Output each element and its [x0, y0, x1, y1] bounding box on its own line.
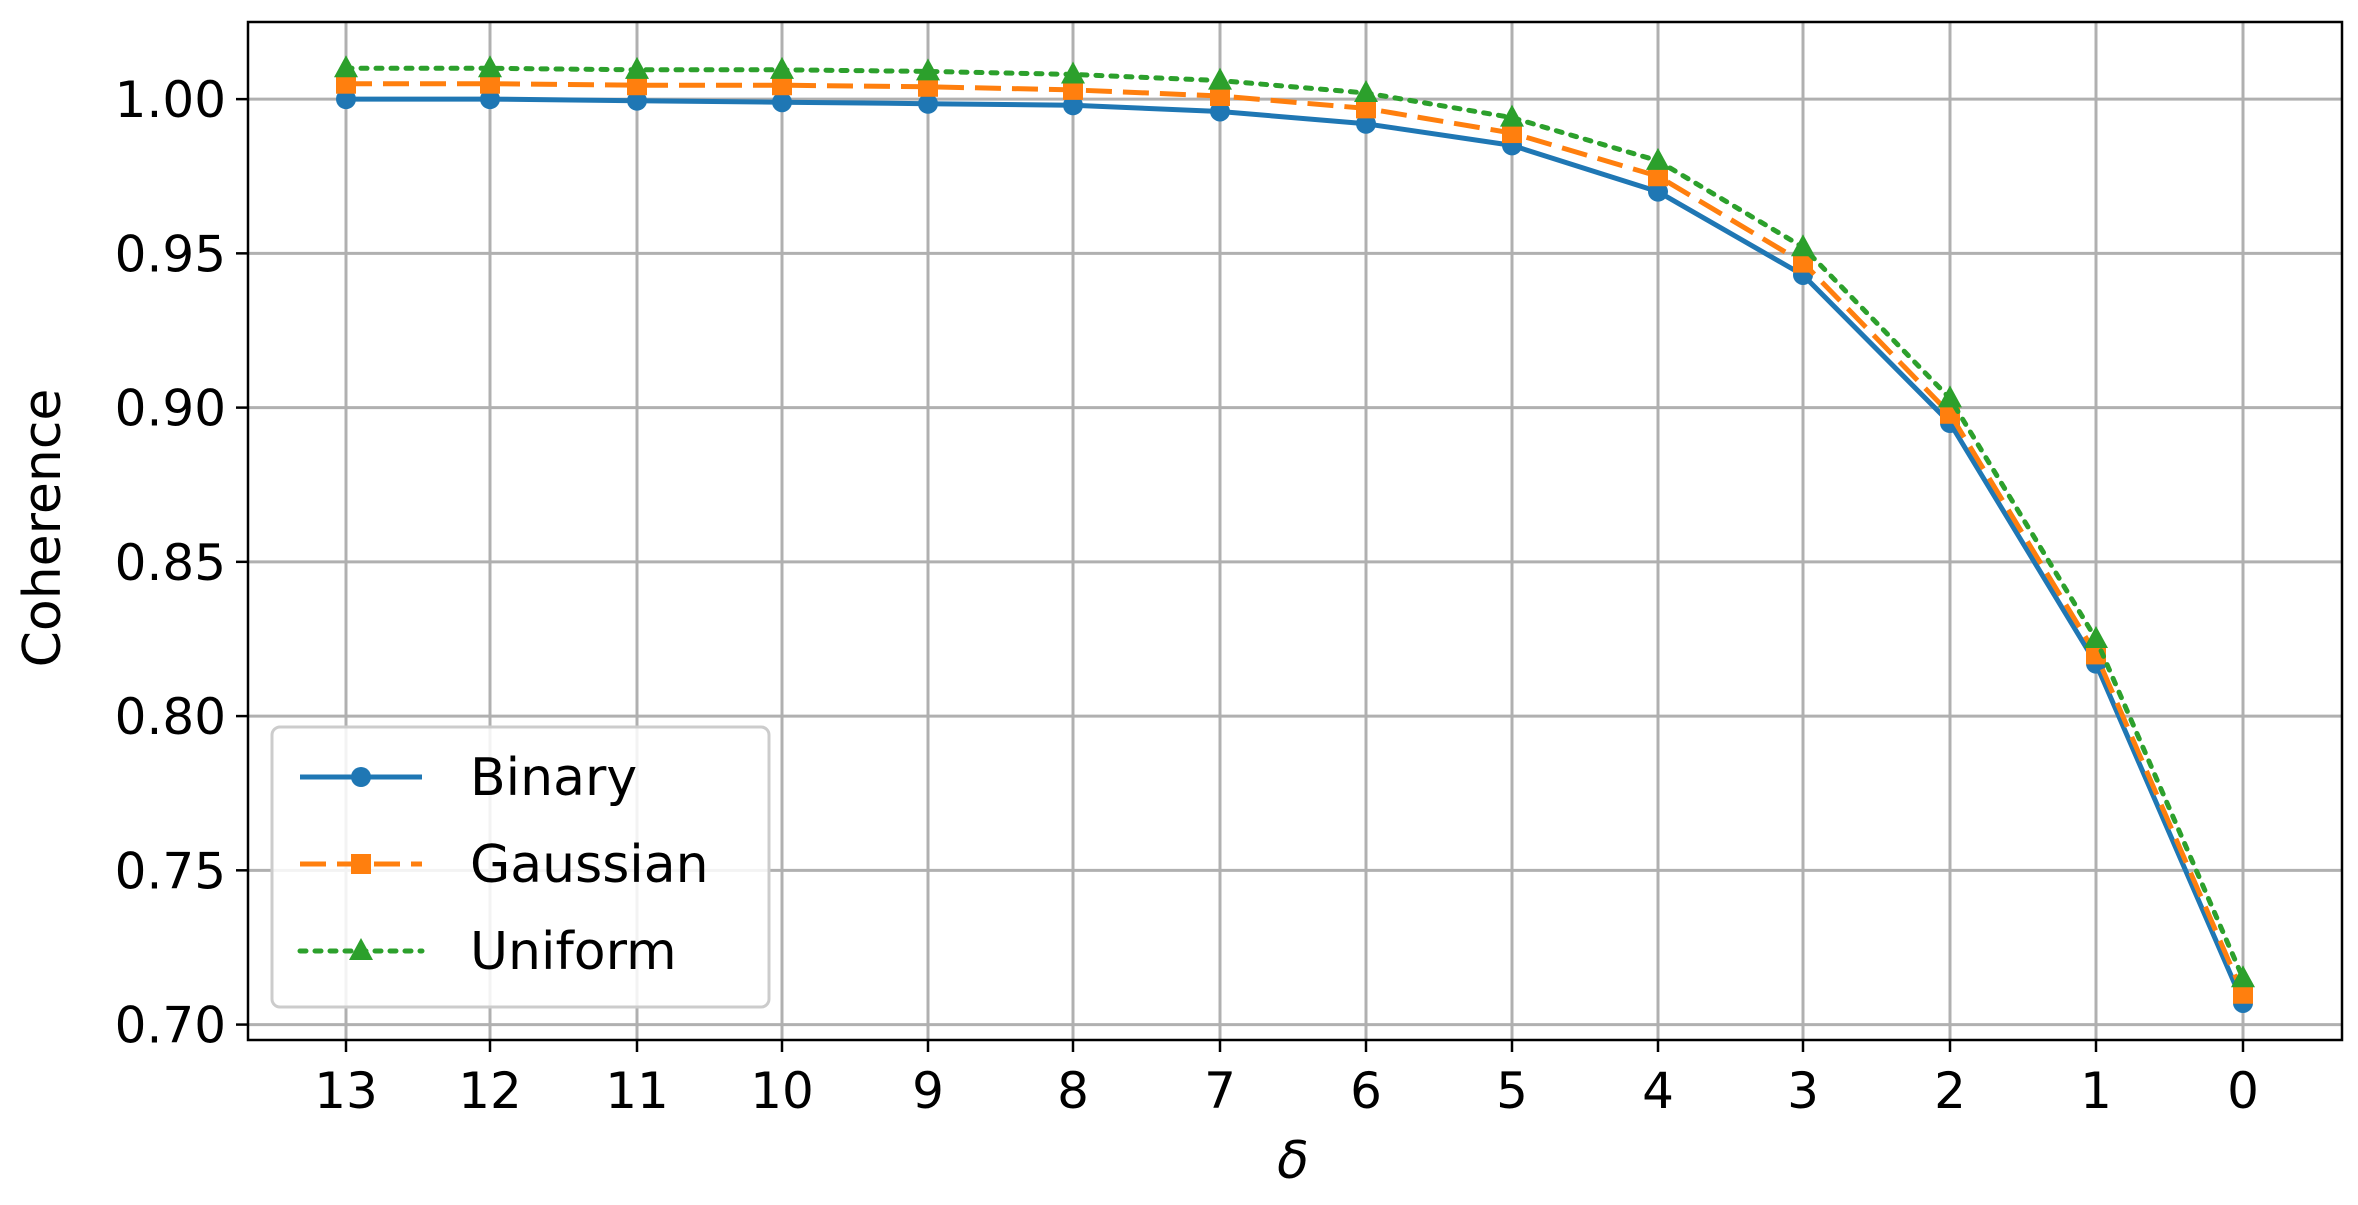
legend-label-uniform: Uniform — [470, 922, 677, 982]
data-point-binary — [772, 92, 792, 113]
legend-marker-uniform — [349, 938, 373, 960]
data-point-gaussian — [1502, 123, 1522, 144]
data-point-uniform — [334, 55, 358, 78]
y-tick-label: 0.90 — [115, 380, 226, 438]
legend-box — [270, 725, 771, 1009]
x-tick-label: 11 — [605, 1062, 669, 1120]
grid-layer — [248, 22, 2342, 1040]
data-point-binary — [336, 89, 356, 110]
data-point-gaussian — [918, 76, 938, 97]
x-tick-label: 3 — [1787, 1062, 1819, 1120]
data-point-uniform — [1791, 234, 1815, 257]
data-point-binary — [1210, 101, 1230, 122]
data-point-binary — [480, 89, 500, 110]
x-tick-label: 1 — [2080, 1062, 2112, 1120]
data-point-uniform — [2231, 965, 2255, 988]
data-point-uniform — [1208, 67, 1232, 90]
series-layer — [334, 55, 2255, 1013]
data-point-uniform — [770, 56, 794, 79]
x-tick-label: 5 — [1496, 1062, 1528, 1120]
x-axis-label: δ — [1277, 1131, 1309, 1191]
data-point-gaussian — [1793, 252, 1813, 273]
data-point-binary — [1063, 95, 1083, 116]
data-point-gaussian — [1648, 166, 1668, 187]
y-tick-label: 0.70 — [115, 997, 226, 1055]
data-point-gaussian — [480, 73, 500, 94]
legend-marker-gaussian — [351, 854, 371, 874]
data-point-binary — [627, 90, 647, 111]
x-tick-label: 7 — [1204, 1062, 1236, 1120]
data-point-binary — [1356, 113, 1376, 134]
data-point-gaussian — [1063, 79, 1083, 100]
plot-frame — [246, 20, 2344, 1042]
axes-layer: 13 12 11 10 9 8 7 6 5 4 3 2 1 00.700.750.800.850.900.… — [115, 20, 2344, 1120]
data-point-uniform — [625, 56, 649, 79]
y-axis-label: Coherence — [13, 389, 73, 668]
legend-label-gaussian: Gaussian — [470, 835, 709, 895]
x-tick-label: 13 — [314, 1062, 378, 1120]
x-tick-label: 10 — [750, 1062, 814, 1120]
data-point-uniform — [1354, 79, 1378, 102]
series-line-uniform — [343, 65, 2246, 981]
data-point-uniform — [1938, 385, 1962, 408]
data-point-binary — [1648, 181, 1668, 202]
x-tick-label: 2 — [1934, 1062, 1966, 1120]
data-point-uniform — [1646, 147, 1670, 170]
x-tick-label: 0 — [2227, 1062, 2259, 1120]
x-tick-label: 4 — [1642, 1062, 1674, 1120]
data-point-gaussian — [772, 75, 792, 96]
data-point-uniform — [916, 58, 940, 81]
y-tick-label: 0.85 — [115, 534, 226, 592]
y-tick-label: 1.00 — [115, 71, 226, 129]
y-tick-label: 0.80 — [115, 688, 226, 746]
series-line-gaussian — [346, 81, 2246, 995]
data-point-binary — [918, 93, 938, 114]
data-point-uniform — [478, 55, 502, 78]
y-tick-label: 0.95 — [115, 225, 226, 283]
series-line-binary — [346, 96, 2246, 1004]
legend-label-binary: Binary — [470, 748, 637, 808]
x-tick-label: 12 — [458, 1062, 522, 1120]
data-point-gaussian — [1356, 98, 1376, 119]
data-point-gaussian — [2233, 983, 2253, 1004]
data-point-uniform — [1061, 61, 1085, 84]
y-tick-label: 0.75 — [115, 842, 226, 900]
legend: Binary Gaussian Uniform — [270, 725, 771, 1009]
data-point-uniform — [1500, 104, 1524, 127]
x-tick-label: 6 — [1350, 1062, 1382, 1120]
data-point-gaussian — [336, 73, 356, 94]
legend-marker-binary — [351, 767, 371, 787]
data-point-uniform — [2084, 625, 2108, 648]
x-tick-label: 8 — [1057, 1062, 1089, 1120]
data-point-gaussian — [627, 75, 647, 96]
data-point-gaussian — [1210, 86, 1230, 107]
x-tick-label: 9 — [912, 1062, 944, 1120]
